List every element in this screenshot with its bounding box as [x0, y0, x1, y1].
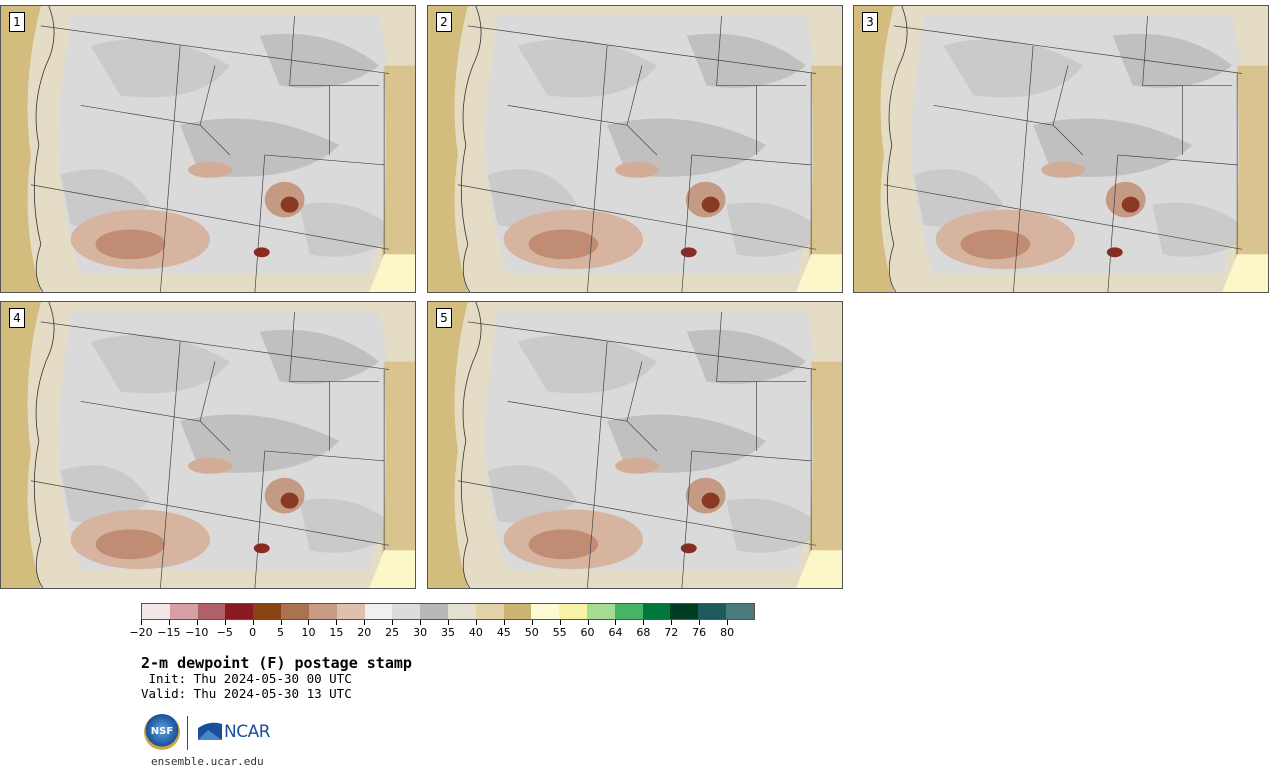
colorbar-tick — [336, 620, 338, 625]
plot-title: 2-m dewpoint (F) postage stamp — [141, 654, 412, 672]
colorbar-swatch — [614, 604, 643, 619]
colorbar-swatch — [281, 604, 309, 619]
colorbar-ticks: −20 −15 −10 −5 0 5 10 15 20 25 30 35 40 45 50 55 60 64 68 7… — [129, 620, 755, 640]
colorbar-swatch — [670, 604, 699, 619]
colorbar-tick-label: 5 — [277, 626, 285, 639]
colorbar-tick-label: −5 — [216, 626, 233, 639]
member-label: 2 — [436, 12, 452, 32]
colorbar-tick-label: 0 — [249, 626, 257, 639]
ensemble-member-5-map: 5 — [427, 301, 843, 589]
colorbar-swatch — [642, 604, 671, 619]
colorbar-tick-label: 64 — [608, 626, 623, 639]
colorbar-tick — [420, 620, 422, 625]
ensemble-member-4-map: 4 — [0, 301, 416, 589]
colorbar-tick — [643, 620, 645, 625]
colorbar-tick-label: 30 — [413, 626, 428, 639]
colorbar-swatch — [587, 604, 615, 619]
colorbar-tick-label: 50 — [524, 626, 539, 639]
ncar-logo-text: NCAR — [224, 722, 271, 742]
colorbar-tick-label: 68 — [636, 626, 651, 639]
member-label: 1 — [9, 12, 25, 32]
colorbar-tick — [671, 620, 673, 625]
colorbar-tick — [559, 620, 561, 625]
colorbar-tick — [308, 620, 310, 625]
colorbar-tick — [252, 620, 254, 625]
member-label: 4 — [9, 308, 25, 328]
colorbar-tick-label: 76 — [692, 626, 707, 639]
colorbar-tick — [280, 620, 282, 625]
member-label: 3 — [862, 12, 878, 32]
colorbar-tick-label: 60 — [580, 626, 595, 639]
colorbar-tick — [224, 620, 226, 625]
colorbar-swatch — [503, 604, 532, 619]
colorbar-tick-label: 20 — [357, 626, 372, 639]
colorbar-tick-label: 55 — [552, 626, 567, 639]
colorbar-tick-label: 72 — [664, 626, 679, 639]
dewpoint-map — [428, 302, 842, 588]
ensemble-member-2-map: 2 — [427, 5, 843, 293]
init-time: Init: Thu 2024-05-30 00 UTC — [141, 671, 352, 686]
colorbar-tick — [531, 620, 533, 625]
colorbar-swatch — [531, 604, 560, 619]
colorbar-tick — [587, 620, 589, 625]
colorbar-tick — [727, 620, 729, 625]
ensemble-member-3-map: 3 — [853, 5, 1269, 293]
colorbar-tick — [503, 620, 505, 625]
colorbar-swatch — [420, 604, 448, 619]
colorbar-tick-label: −20 — [129, 626, 153, 639]
colorbar-tick-label: 15 — [329, 626, 344, 639]
colorbar-tick-label: 10 — [301, 626, 316, 639]
colorbar-tick-label: 80 — [720, 626, 735, 639]
colorbar-tick-label: 35 — [441, 626, 455, 639]
ncar-mark-icon — [198, 722, 222, 740]
dewpoint-map — [854, 6, 1268, 292]
colorbar-tick-label: 25 — [385, 626, 400, 639]
colorbar-swatch — [726, 604, 754, 619]
colorbar-swatch — [447, 604, 476, 619]
nsf-logo: NSF — [144, 714, 180, 750]
colorbar-tick-label: −10 — [185, 626, 209, 639]
colorbar-swatch — [197, 604, 226, 619]
colorbar-swatch — [559, 604, 587, 619]
footer-url[interactable]: ensemble.ucar.edu — [151, 755, 264, 768]
dewpoint-colorbar — [141, 603, 755, 620]
colorbar-swatch — [169, 604, 198, 619]
colorbar-tick-label: 45 — [496, 626, 511, 639]
colorbar-swatch — [142, 604, 170, 619]
valid-time: Valid: Thu 2024-05-30 13 UTC — [141, 686, 352, 701]
colorbar-swatch — [225, 604, 254, 619]
dewpoint-map — [428, 6, 842, 292]
dewpoint-map — [1, 302, 415, 588]
sponsor-logos: NSF NCAR — [144, 714, 274, 752]
colorbar-tick-label: 40 — [468, 626, 483, 639]
colorbar-tick — [615, 620, 617, 625]
ensemble-member-1-map: 1 — [0, 5, 416, 293]
colorbar-swatch — [698, 604, 727, 619]
colorbar-swatch — [336, 604, 365, 619]
colorbar-tick — [475, 620, 477, 625]
colorbar-tick — [141, 620, 142, 625]
colorbar-swatch — [475, 604, 504, 619]
dewpoint-map — [1, 6, 415, 292]
colorbar-tick — [392, 620, 394, 625]
colorbar-tick — [168, 620, 170, 625]
colorbar-swatch — [392, 604, 421, 619]
colorbar-swatch — [253, 604, 282, 619]
colorbar-swatch — [308, 604, 337, 619]
colorbar-tick — [196, 620, 198, 625]
colorbar-tick — [699, 620, 701, 625]
colorbar-tick — [448, 620, 449, 625]
colorbar-tick-label: −15 — [157, 626, 181, 639]
member-label: 5 — [436, 308, 452, 328]
logo-divider — [187, 716, 188, 750]
colorbar-tick — [364, 620, 366, 625]
colorbar-swatch — [364, 604, 393, 619]
